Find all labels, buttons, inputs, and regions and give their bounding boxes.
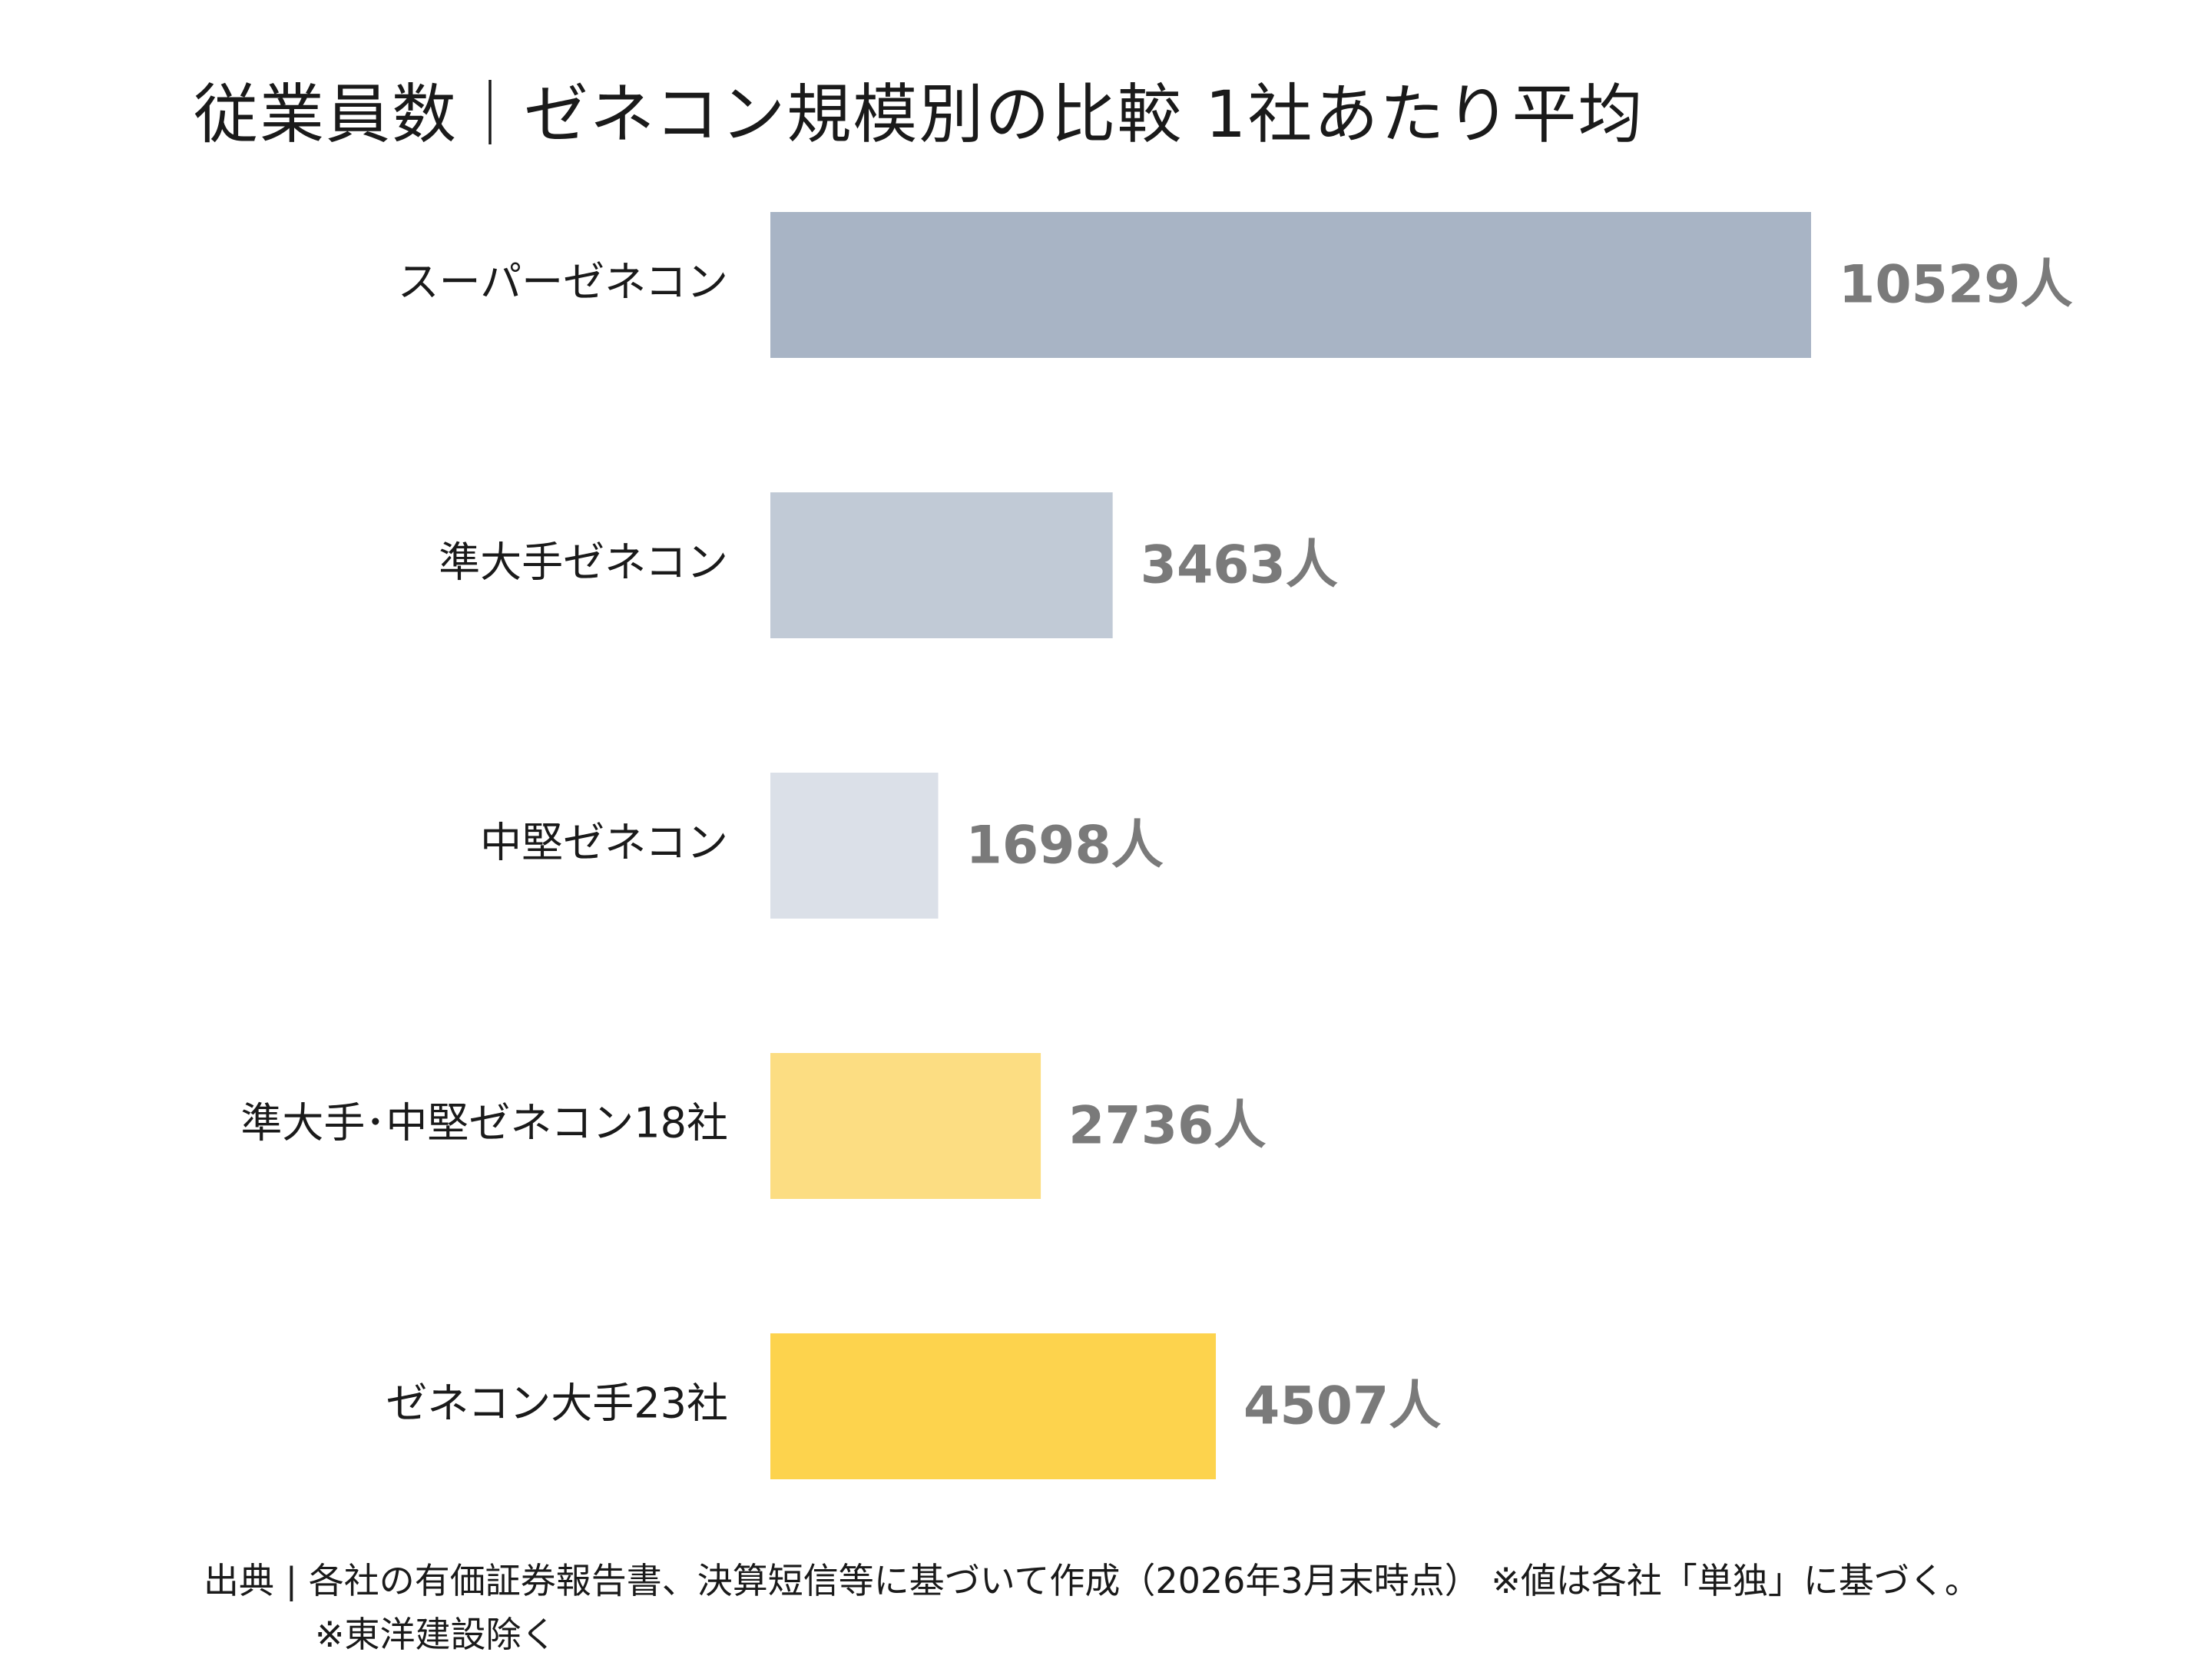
value-label-0: 10529人 bbox=[1839, 255, 2073, 316]
category-label-0: スーパーゼネコン bbox=[398, 258, 728, 306]
bar-0 bbox=[770, 212, 1811, 358]
category-label-4: ゼネコン大手23社 bbox=[386, 1379, 728, 1428]
category-label-1: 準大手ゼネコン bbox=[439, 538, 728, 587]
bar-4 bbox=[770, 1333, 1217, 1479]
source-note: ※東洋建設除く bbox=[315, 1614, 557, 1655]
bar-2 bbox=[770, 773, 939, 919]
value-label-1: 3463人 bbox=[1141, 535, 1338, 596]
chart-title: 従業員数｜ゼネコン規模別の比較 1社あたり平均 bbox=[194, 77, 1644, 152]
category-label-3: 準大手･中堅ゼネコン18社 bbox=[240, 1099, 728, 1147]
value-label-3: 2736人 bbox=[1068, 1096, 1266, 1157]
value-label-2: 1698人 bbox=[966, 816, 1164, 876]
value-label-4: 4507人 bbox=[1243, 1376, 1441, 1437]
bar-3 bbox=[770, 1053, 1041, 1199]
bar-1 bbox=[770, 492, 1113, 638]
category-label-2: 中堅ゼネコン bbox=[480, 819, 728, 867]
source-text: 出典 | 各社の有価証券報告書、決算短信等に基づいて作成（2026年3月末時点）… bbox=[204, 1560, 1980, 1601]
